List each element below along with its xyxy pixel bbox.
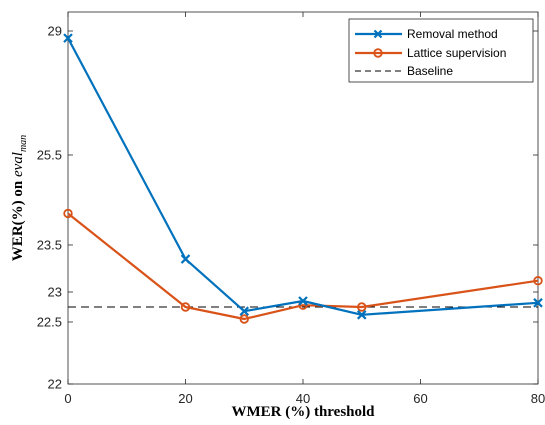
data-point-x-marker [180,254,191,264]
y-axis-label-subscript: man [18,135,29,152]
data-point-x-marker [63,33,73,43]
data-point-circle-marker [239,314,249,324]
legend: Removal method Lattice supervision Basel… [348,18,534,83]
x-tick-label: 20 [178,391,192,406]
y-tick-label: 23.5 [37,237,62,252]
series-layer [63,33,543,324]
data-point-circle-marker [357,302,367,312]
data-point-x-marker [239,306,250,316]
data-point-circle-marker [180,302,191,312]
data-point-x-marker [356,310,367,320]
x-tick-label: 0 [64,391,71,406]
y-tick-label: 25.5 [37,147,62,162]
legend-marker-circle-icon [373,48,383,58]
data-point-circle-marker [533,276,543,286]
data-point-x-marker [533,298,543,308]
x-tick-label: 60 [413,391,427,406]
data-point-x-marker [298,296,308,306]
data-point-circle-marker [63,208,73,219]
y-tick-label: 22.5 [37,314,62,329]
y-tick-label: 22 [48,377,62,392]
legend-label-baseline: Baseline [407,64,453,78]
axis-ticks: 0 20 40 60 80 22 22.5 23 23.5 25.5 29 [37,12,545,406]
y-axis-label-main: WER(%) on [10,177,26,261]
legend-marker-x-icon [373,29,383,39]
y-axis-label-italic: eval [10,152,26,177]
series-line-0 [67,37,539,316]
y-tick-label: 29 [48,24,62,39]
y-tick-label: 23 [48,285,62,300]
series-line-1 [67,212,539,321]
y-axis-label: WER(%) on evalman [10,135,29,261]
legend-label-removal: Removal method [407,27,498,41]
x-axis-label: WMER (%) threshold [231,404,375,420]
x-tick-label: 40 [296,391,310,406]
x-tick-label: 80 [531,391,545,406]
legend-label-lattice: Lattice supervision [407,46,506,60]
